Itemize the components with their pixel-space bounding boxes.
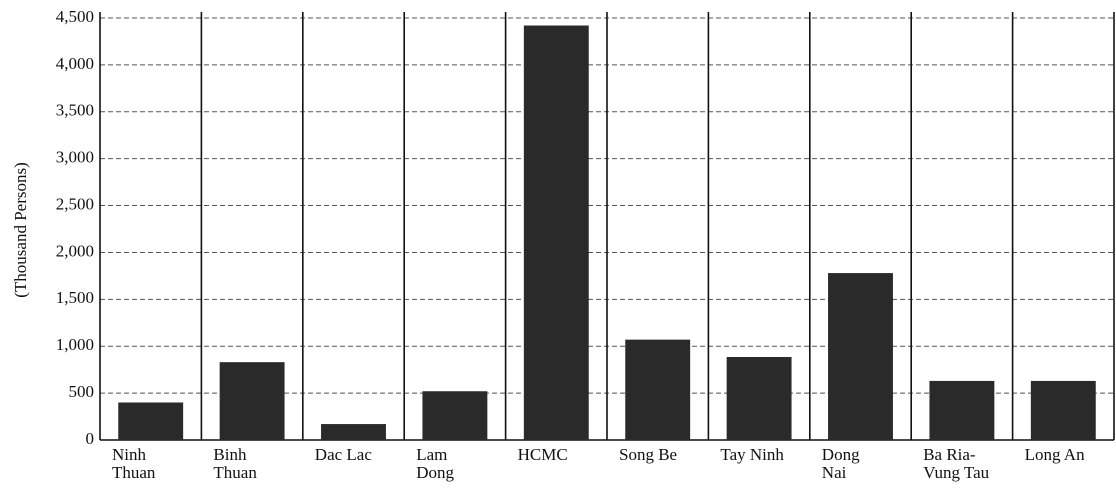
bar — [219, 362, 285, 440]
y-tick-label: 2,500 — [56, 194, 94, 213]
bar — [625, 339, 691, 440]
bar — [118, 402, 184, 440]
x-tick-label: Ba Ria- Vung Tau — [923, 445, 990, 482]
y-tick-label: 500 — [69, 382, 95, 401]
x-tick-label: Dong Nai — [821, 445, 860, 482]
bar — [828, 273, 893, 440]
y-tick-label: 1,500 — [56, 288, 94, 307]
y-tick-label: 3,500 — [56, 101, 94, 120]
bar — [929, 380, 995, 440]
x-tick-label: Tay Ninh — [720, 445, 784, 464]
y-tick-label: 3,000 — [56, 148, 94, 167]
y-axis-label: (Thousand Persons) — [11, 162, 30, 298]
bar — [1030, 380, 1096, 440]
x-tick-label: Ninh Thuan — [112, 445, 156, 482]
y-tick-label: 1,000 — [56, 335, 94, 354]
x-tick-label: Binh Thuan — [213, 445, 257, 482]
y-tick-label: 4,000 — [56, 54, 94, 73]
y-tick-label: 0 — [86, 429, 95, 448]
y-tick-label: 4,500 — [56, 7, 94, 26]
bar — [523, 25, 589, 440]
x-tick-label: HCMC — [517, 445, 568, 464]
x-tick-label: Song Be — [619, 445, 678, 464]
y-tick-label: 2,000 — [56, 241, 94, 260]
x-tick-label: Lam Dong — [416, 445, 454, 482]
bar — [321, 424, 386, 440]
x-tick-label: Dac Lac — [314, 445, 372, 464]
bar — [726, 357, 792, 440]
bar — [422, 391, 488, 440]
x-tick-label: Long An — [1024, 445, 1085, 464]
